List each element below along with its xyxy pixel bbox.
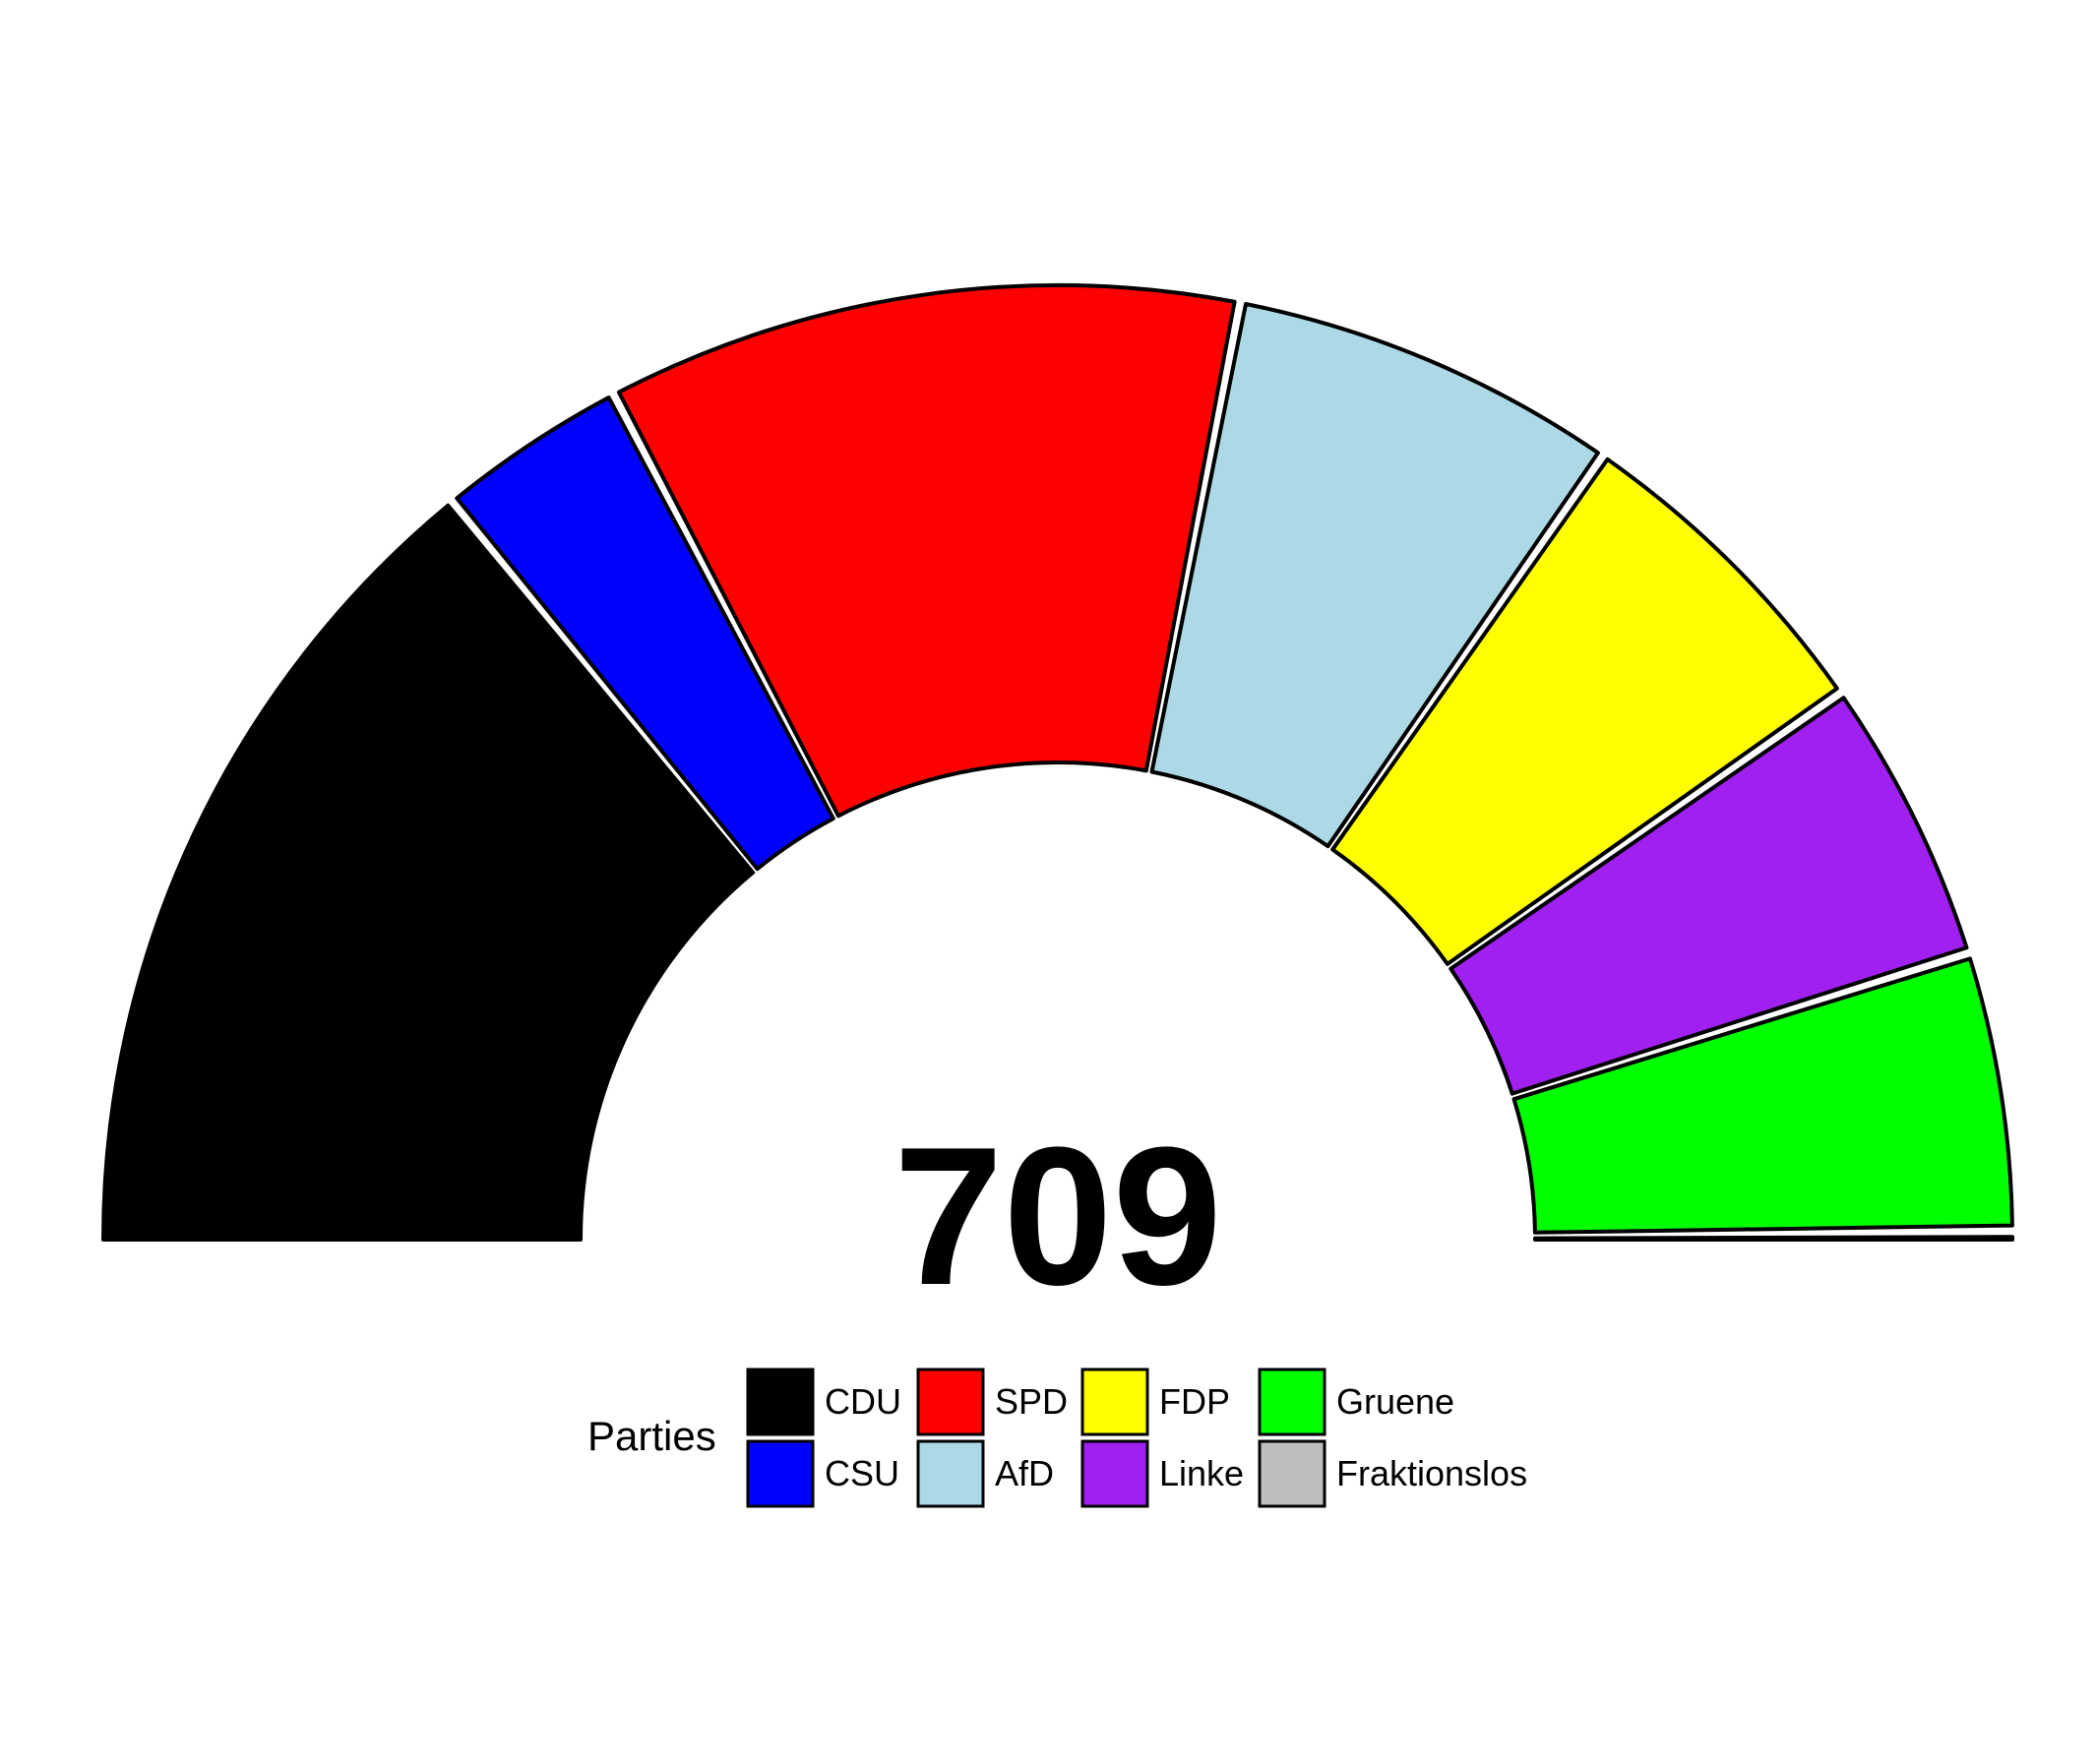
legend-swatch-fdp bbox=[1080, 1368, 1149, 1436]
legend-label-cdu: CDU bbox=[825, 1381, 901, 1422]
legend-label-spd: SPD bbox=[995, 1381, 1068, 1422]
legend-items: CDU CSU SPD AfD FDP Linke Gruene Fraktionslos bbox=[746, 1368, 1527, 1508]
slice-gruene bbox=[1511, 956, 2014, 1235]
legend-swatch-linke bbox=[1080, 1439, 1149, 1508]
legend-swatch-cdu bbox=[746, 1368, 815, 1436]
legend-swatch-csu bbox=[746, 1439, 815, 1508]
legend-label-afd: AfD bbox=[995, 1453, 1054, 1493]
slice-fdp bbox=[1330, 456, 1839, 966]
legend-swatch-spd bbox=[916, 1368, 985, 1436]
legend-title: Parties bbox=[587, 1413, 716, 1459]
legend-label-fraktionslos: Fraktionslos bbox=[1336, 1453, 1527, 1493]
legend-label-gruene: Gruene bbox=[1336, 1381, 1454, 1422]
slice-afd bbox=[1149, 301, 1600, 849]
slice-cdu bbox=[101, 503, 756, 1242]
slice-spd bbox=[616, 283, 1237, 819]
legend-swatch-afd bbox=[916, 1439, 985, 1508]
slice-linke bbox=[1449, 696, 1969, 1096]
slice-fraktionslos bbox=[1533, 1235, 2015, 1242]
legend: Parties CDU CSU SPD AfD FDP Linke Gruene Frakti… bbox=[587, 1368, 1527, 1508]
legend-label-csu: CSU bbox=[825, 1453, 899, 1493]
slice-csu bbox=[455, 395, 835, 872]
chart-slices bbox=[101, 283, 2015, 1242]
total-seats-label: 709 bbox=[894, 1107, 1222, 1326]
legend-swatch-fraktionslos bbox=[1258, 1439, 1326, 1508]
legend-label-linke: Linke bbox=[1159, 1453, 1244, 1493]
legend-label-fdp: FDP bbox=[1159, 1381, 1230, 1422]
legend-swatch-gruene bbox=[1258, 1368, 1326, 1436]
